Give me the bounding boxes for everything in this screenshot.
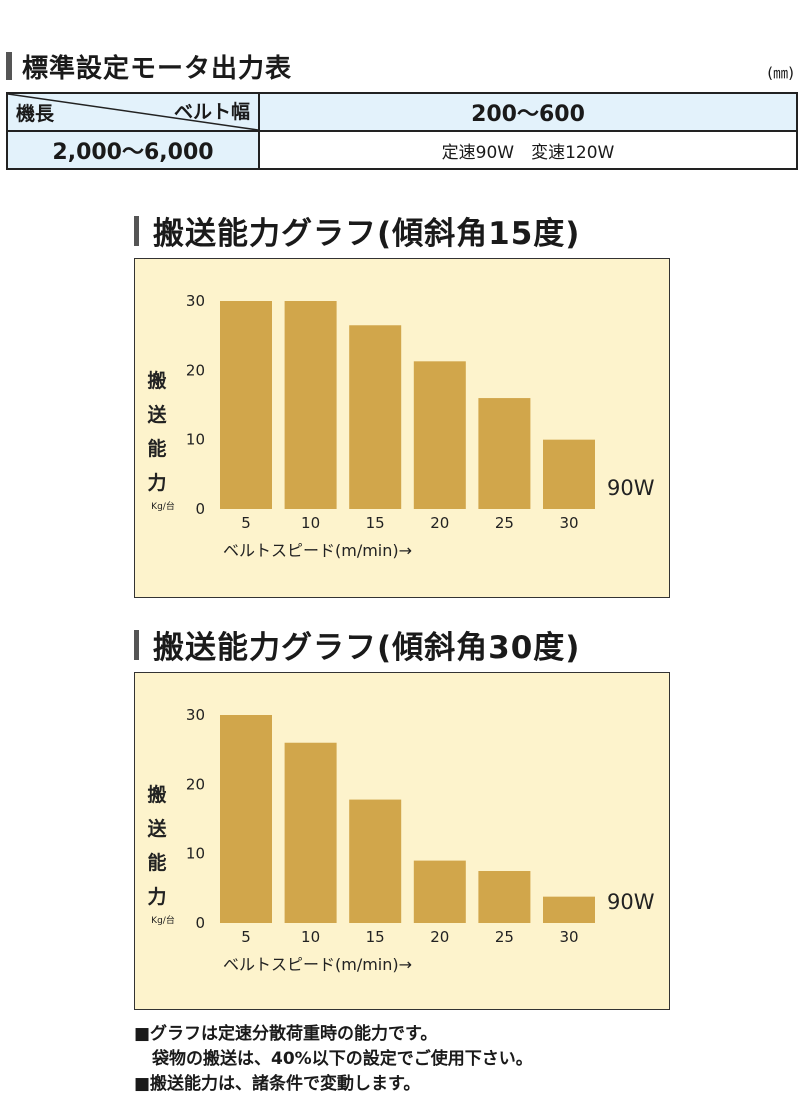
title-accent-bar xyxy=(134,629,139,660)
y-axis-label-char: 力 xyxy=(147,471,166,494)
col-header-belt-width: ベルト幅 xyxy=(173,101,250,123)
x-tick-label: 5 xyxy=(241,928,251,946)
belt-width-range: 200～600 xyxy=(258,92,798,132)
x-tick-label: 10 xyxy=(301,928,320,946)
chart-title-30deg: 搬送能力グラフ(傾斜角30度) xyxy=(134,622,580,667)
note-line: 袋物の搬送は、40%以下の設定でご使用下さい。 xyxy=(152,1049,533,1069)
y-tick-label: 10 xyxy=(186,845,205,863)
bar xyxy=(478,398,531,509)
x-tick-label: 20 xyxy=(430,514,449,532)
y-axis-label-char: 能 xyxy=(147,851,166,874)
title-accent-bar xyxy=(6,52,12,80)
motor-output-title: 標準設定モータ出力表 xyxy=(22,53,293,84)
x-tick-label: 25 xyxy=(495,514,514,532)
table-row: 2,000～6,000 定速90W 変速120W xyxy=(6,130,798,170)
bar xyxy=(413,361,466,509)
y-axis-label-char: 搬 xyxy=(147,369,166,392)
x-axis-label: ベルトスピード(m/min)→ xyxy=(223,541,412,560)
bar xyxy=(478,871,531,923)
y-axis-unit: Kg/台 xyxy=(151,914,175,926)
x-tick-label: 25 xyxy=(495,928,514,946)
y-axis-label-char: 力 xyxy=(147,885,166,908)
diagonal-divider xyxy=(8,94,258,130)
x-tick-label: 10 xyxy=(301,514,320,532)
y-tick-label: 0 xyxy=(195,914,205,932)
bar xyxy=(349,325,402,509)
annotation-90w: 90W xyxy=(607,476,655,500)
unit-label: (㎜) xyxy=(767,64,794,82)
bar xyxy=(284,301,337,509)
x-tick-label: 15 xyxy=(366,928,385,946)
x-tick-label: 30 xyxy=(559,514,578,532)
y-axis-label-char: 能 xyxy=(147,437,166,460)
x-tick-label: 15 xyxy=(366,514,385,532)
y-tick-label: 10 xyxy=(186,431,205,449)
x-axis-label: ベルトスピード(m/min)→ xyxy=(223,955,412,974)
y-tick-label: 20 xyxy=(186,775,205,793)
bar xyxy=(543,439,595,509)
y-tick-label: 30 xyxy=(186,292,205,310)
note-line: ■グラフは定速分散荷重時の能力です。 xyxy=(134,1024,438,1044)
y-axis-unit: Kg/台 xyxy=(151,500,175,512)
bar xyxy=(543,896,595,923)
bar xyxy=(349,799,402,923)
motor-spec: 定速90W 変速120W xyxy=(258,130,798,170)
y-axis-label-char: 送 xyxy=(147,403,167,426)
chart-30deg: 0 10 20 30 5 10 15 20 25 30 搬送能力 Kg/台ベルトスピード(m/min)… xyxy=(134,672,670,1010)
length-range: 2,000～6,000 xyxy=(6,130,260,170)
bar-chart-svg: 0 10 20 30 5 10 15 20 25 30 搬送能力 Kg/台ベルトスピード(m/min)… xyxy=(147,706,655,974)
notes: ■グラフは定速分散荷重時の能力です。 袋物の搬送は、40%以下の設定でご使用下さ… xyxy=(134,1022,533,1097)
bar xyxy=(413,860,466,923)
y-tick-label: 0 xyxy=(195,500,205,518)
y-tick-label: 20 xyxy=(186,361,205,379)
y-axis-label-char: 送 xyxy=(147,817,167,840)
note-line: ■搬送能力は、諸条件で変動します。 xyxy=(134,1074,421,1094)
y-tick-label: 30 xyxy=(186,706,205,724)
chart-title-text: 搬送能力グラフ(傾斜角30度) xyxy=(153,630,581,666)
section-title-motor-output: 標準設定モータ出力表 xyxy=(6,47,292,85)
y-axis-label-char: 搬 xyxy=(147,783,166,806)
table-row: 機長 ベルト幅 200～600 xyxy=(6,92,798,132)
annotation-90w: 90W xyxy=(607,890,655,914)
chart-title-15deg: 搬送能力グラフ(傾斜角15度) xyxy=(134,208,580,253)
x-tick-label: 5 xyxy=(241,514,251,532)
bar xyxy=(220,715,272,923)
title-accent-bar xyxy=(134,215,139,246)
row-header-length: 機長 xyxy=(16,103,55,125)
motor-output-table: 機長 ベルト幅 200～600 2,000～6,000 定速90W 変速120W xyxy=(6,92,798,170)
bar xyxy=(284,742,337,923)
bar xyxy=(220,301,272,509)
x-tick-label: 30 xyxy=(559,928,578,946)
chart-title-text: 搬送能力グラフ(傾斜角15度) xyxy=(153,216,581,252)
x-tick-label: 20 xyxy=(430,928,449,946)
bar-chart-svg: 0 10 20 30 5 10 15 20 25 30 搬送能力 Kg/台ベルトスピード(m/min)… xyxy=(147,292,655,560)
chart-15deg: 0 10 20 30 5 10 15 20 25 30 搬送能力 Kg/台ベルトスピード(m/min)… xyxy=(134,258,670,598)
table-corner-header: 機長 ベルト幅 xyxy=(6,92,260,132)
